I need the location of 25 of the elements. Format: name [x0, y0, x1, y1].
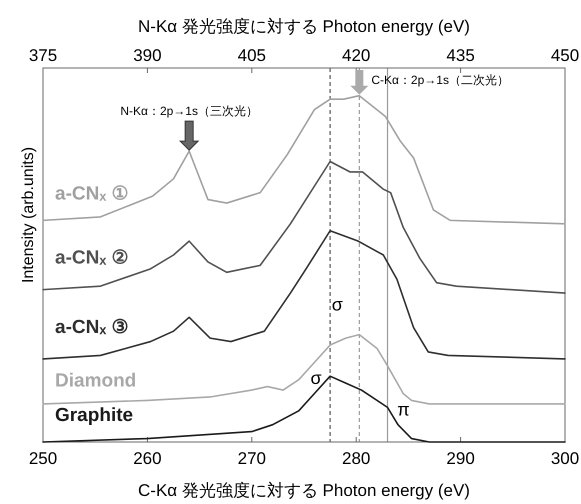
x-tick-label: 270 — [238, 449, 266, 468]
series-label: a-CNₓ ③ — [55, 316, 129, 338]
x2-tick-label: 450 — [550, 46, 580, 65]
x2-tick-label: 435 — [446, 46, 475, 65]
annotation: σ — [310, 368, 322, 388]
x-tick-label: 300 — [550, 449, 580, 468]
x-tick-label: 280 — [342, 449, 370, 468]
x2-tick-label: 390 — [133, 46, 162, 65]
x2-tick-label: 420 — [342, 46, 370, 65]
x-tick-label: 260 — [133, 449, 162, 468]
series-label: a-CNₓ ② — [55, 248, 129, 269]
series-label: Graphite — [55, 405, 134, 426]
annotation: σ — [332, 294, 343, 315]
series-label: a-CNₓ ① — [55, 184, 129, 205]
annotation: N-Kα：2p→1s（三次光） — [120, 104, 258, 118]
x-tick-label: 290 — [446, 449, 475, 468]
x-tick-label: 250 — [28, 449, 58, 468]
y-axis-title: Intensity (arb.units) — [20, 146, 37, 284]
x2-axis-title: N-Kα 発光強度に対する Photon energy (eV) — [138, 17, 470, 36]
annotation: C-Kα：2p→1s（二次光） — [371, 73, 509, 87]
x2-tick-label: 405 — [238, 46, 266, 65]
annotation: π — [397, 399, 410, 420]
x-axis-title: C-Kα 発光強度に対する Photon energy (eV) — [138, 481, 470, 500]
x2-tick-label: 375 — [28, 46, 58, 65]
series-label: Diamond — [55, 370, 136, 392]
